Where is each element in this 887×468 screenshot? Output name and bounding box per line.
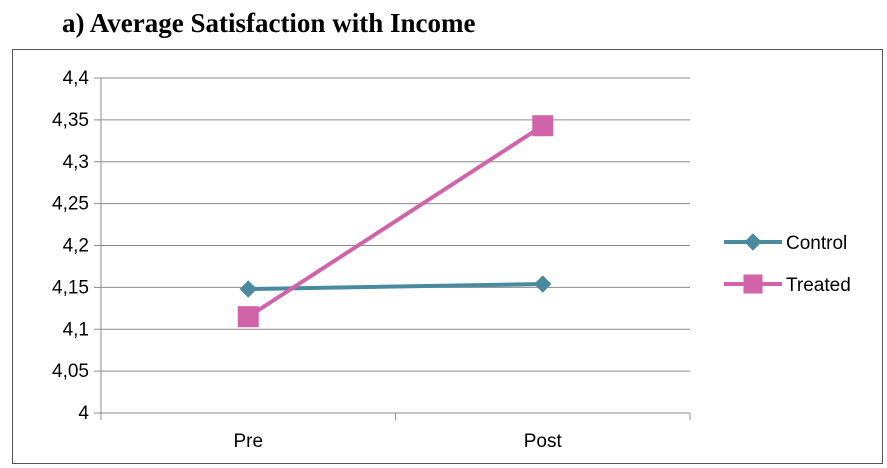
x-tick-label: Post <box>524 431 563 452</box>
y-tick-label: 4,3 <box>63 152 89 173</box>
series <box>237 115 554 328</box>
legend-item-treated: Treated <box>724 274 851 296</box>
legend-marker <box>744 233 762 251</box>
y-tick-label: 4,4 <box>63 68 90 89</box>
series-control <box>239 275 552 298</box>
data-point-diamond <box>534 275 552 293</box>
y-tick-label: 4,05 <box>52 361 89 382</box>
y-tick-label: 4 <box>78 403 89 424</box>
x-tick-label: Pre <box>233 431 263 452</box>
gridlines <box>101 77 690 372</box>
legend-label: Treated <box>786 275 851 296</box>
series-line <box>247 124 544 319</box>
legend: Control Treated <box>724 233 851 296</box>
chart-frame <box>12 49 883 464</box>
series-line <box>248 282 543 292</box>
y-tick-label: 4,35 <box>52 110 89 131</box>
legend-label: Control <box>786 233 847 254</box>
figure-caption: a) Average Satisfaction with Income <box>62 8 476 38</box>
y-tick-label: 4,25 <box>52 194 89 215</box>
data-point-square <box>237 306 259 328</box>
series-treated <box>237 115 554 328</box>
data-point-diamond <box>239 280 257 298</box>
y-tick-label: 4,2 <box>63 236 89 257</box>
legend-marker <box>743 274 763 294</box>
y-tick-label: 4,1 <box>63 319 89 340</box>
data-point-square <box>532 115 554 137</box>
y-tick-label: 4,15 <box>52 277 89 298</box>
axes: 4 4,05 4,1 4,15 4,2 4,25 4,3 4,35 4,4 Pre Post <box>52 68 691 452</box>
legend-item-control: Control <box>724 233 847 254</box>
